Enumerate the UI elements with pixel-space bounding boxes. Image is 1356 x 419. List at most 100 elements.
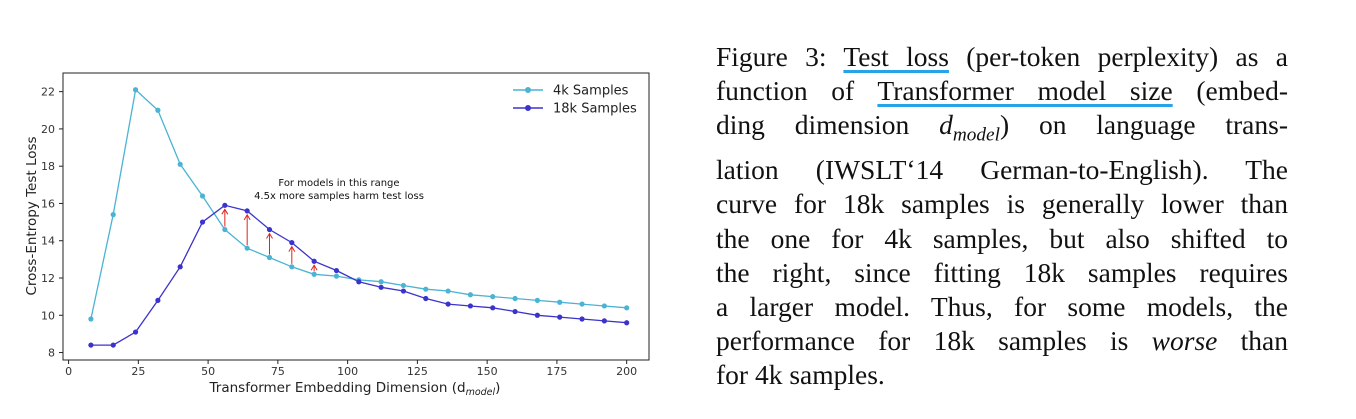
y-tick-label: 14 (41, 235, 55, 248)
caption-line-1: Figure 3: Test loss (per-token perplexit… (716, 41, 1288, 72)
data-point-4k (378, 279, 384, 285)
data-point-18k (132, 329, 139, 335)
data-point-18k (490, 305, 496, 311)
line-chart: 8 10 12 14 16 18 20 22 0 25 50 75 100 125 150 175 200 F… (24, 72, 650, 398)
annotation-arrow-head (310, 264, 318, 271)
x-axis-label: Transformer Embedding Dimension (dmodel) (209, 380, 501, 398)
data-point-4k (311, 271, 317, 277)
caption-line-10: for 4k samples. (716, 359, 885, 391)
caption-line-7: the right, since fitting 18k samples req… (716, 256, 1288, 288)
data-point-18k (423, 295, 429, 302)
y-tick-label: 22 (41, 86, 55, 99)
y-tick-label: 12 (41, 272, 55, 285)
caption-line-4: lation (IWSLT‘14 German-to-English). The (716, 154, 1288, 186)
plot-area-frame (62, 72, 650, 361)
data-point-4k (266, 254, 273, 261)
data-point-4k (467, 292, 474, 298)
data-point-4k (244, 245, 250, 251)
data-point-18k (289, 239, 295, 246)
highlight-test-loss: Test loss (843, 41, 949, 72)
data-point-4k (177, 161, 183, 167)
y-tick-label: 16 (41, 197, 55, 210)
y-tick-label: 10 (41, 309, 55, 322)
annotation-arrow-head (266, 232, 273, 239)
caption-line-9: performance for 18k samples is worse tha… (716, 325, 1289, 357)
caption-line-3: ding dimension dmodel) on language trans… (716, 109, 1288, 146)
y-axis-ticks: 8 10 12 14 16 18 20 22 (41, 86, 63, 360)
data-point-18k (155, 297, 161, 303)
data-point-4k (512, 295, 518, 302)
series-points (88, 87, 630, 348)
math-d-model: dmodel (939, 109, 1000, 146)
data-point-18k (534, 312, 540, 318)
data-point-18k (222, 202, 228, 208)
x-axis-ticks: 0 25 50 75 100 125 150 175 200 (65, 360, 637, 378)
caption-line-2: function of Transformer model size (embe… (716, 75, 1288, 107)
data-point-18k (624, 320, 630, 326)
data-point-4k (222, 226, 228, 233)
legend-marker-18k (525, 105, 531, 111)
data-point-18k (512, 308, 518, 315)
data-point-4k (601, 303, 607, 309)
data-point-18k (378, 284, 384, 290)
data-point-18k (199, 219, 206, 225)
data-point-18k (445, 301, 451, 307)
x-tick-label: 100 (337, 365, 358, 378)
data-point-4k (110, 212, 116, 218)
data-point-4k (88, 316, 94, 322)
series-line-18k (90, 204, 627, 346)
annotation-line-1: For models in this range (278, 178, 399, 189)
data-point-4k (400, 282, 407, 289)
legend-label-4k: 4k Samples (553, 84, 629, 99)
data-point-18k (467, 303, 474, 309)
data-point-4k (333, 273, 340, 279)
data-point-18k (177, 264, 183, 270)
figure-chart: 8 10 12 14 16 18 20 22 0 25 50 75 100 125 150 175 200 F… (24, 72, 650, 398)
data-point-4k (490, 294, 496, 300)
data-point-4k (199, 193, 206, 199)
data-point-4k (624, 305, 630, 311)
x-tick-label: 175 (546, 365, 567, 378)
emphasis-worse: worse (1151, 325, 1218, 357)
x-tick-label: 50 (201, 365, 215, 378)
data-point-18k (266, 226, 273, 233)
data-point-4k (132, 87, 139, 93)
legend: 4k Samples 18k Samples (513, 84, 637, 117)
caption-line-6: the one for 4k samples, but also shifted… (716, 222, 1288, 254)
x-tick-label: 200 (616, 365, 637, 378)
caption-line-5: curve for 18k samples is generally lower… (716, 188, 1288, 220)
data-point-4k (445, 288, 451, 294)
y-tick-label: 20 (41, 123, 55, 136)
data-point-4k (155, 107, 161, 113)
data-point-4k (423, 286, 429, 292)
data-point-18k (333, 267, 340, 274)
legend-marker-4k (525, 87, 531, 93)
data-point-4k (289, 264, 295, 270)
data-point-18k (311, 258, 317, 264)
data-point-4k (557, 299, 563, 305)
annotation-arrow-head (288, 245, 296, 252)
series-line-4k (90, 88, 627, 320)
y-axis-label: Cross-Entropy Test Loss (24, 136, 40, 295)
data-point-18k (88, 342, 94, 348)
data-point-18k (110, 342, 116, 348)
data-point-18k (579, 316, 585, 322)
x-tick-label: 150 (477, 365, 498, 378)
annotation-line-2: 4.5x more samples harm test loss (254, 191, 424, 202)
data-point-18k (356, 279, 362, 285)
y-tick-label: 8 (48, 347, 55, 360)
data-point-18k (601, 318, 607, 324)
series-lines (90, 88, 627, 346)
data-point-18k (400, 288, 407, 294)
annotation-arrows (221, 208, 318, 272)
data-point-4k (534, 297, 540, 303)
figure-label: Figure 3: (716, 41, 827, 72)
x-tick-label: 75 (271, 365, 285, 378)
x-tick-label: 125 (407, 365, 428, 378)
annotation-arrow-head (243, 213, 251, 221)
legend-label-18k: 18k Samples (553, 102, 637, 117)
x-tick-label: 0 (65, 365, 72, 378)
figure-caption: Figure 3: Test loss (per-token perplexit… (716, 40, 1288, 393)
data-point-18k (244, 208, 250, 214)
annotation-arrow-head (221, 208, 229, 215)
